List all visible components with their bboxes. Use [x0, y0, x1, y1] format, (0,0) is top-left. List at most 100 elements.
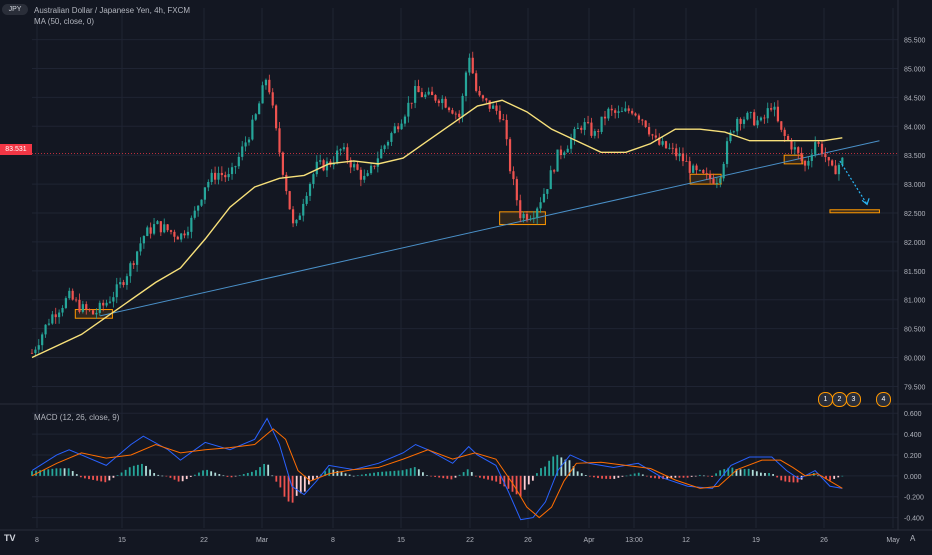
macd-histogram-bar [597, 475, 599, 479]
candle-body [610, 108, 613, 111]
ma-legend[interactable]: MA (50, close, 0) [34, 17, 95, 26]
macd-legend[interactable]: MACD (12, 26, close, 9) [34, 413, 120, 422]
candle-body [322, 160, 325, 171]
candle-body [336, 150, 339, 163]
candle-body [549, 170, 552, 190]
candle-body [475, 73, 478, 91]
time-tick-label: 8 [35, 537, 39, 544]
trendline-layer[interactable] [32, 140, 898, 317]
axis-layer: 85.500 85.000 84.500 84.000 83.500 83.000 82.5… [35, 38, 925, 544]
time-tick-label: 12 [682, 537, 690, 544]
candle-body [369, 165, 373, 174]
candle-body [275, 105, 278, 129]
macd-histogram-bar [698, 474, 701, 476]
event-badge-1[interactable]: 1 [818, 392, 833, 407]
candle-body [678, 153, 681, 157]
macd-histogram-bar [100, 475, 103, 482]
candle-body [620, 111, 624, 113]
candle-body [647, 127, 651, 135]
macd-histogram-bar [576, 471, 579, 476]
candle-body [800, 152, 803, 161]
macd-histogram-bar [654, 475, 656, 479]
auto-scale-button[interactable]: A [910, 534, 916, 543]
candle-body [203, 187, 207, 200]
tradingview-logo[interactable]: TV [4, 533, 16, 543]
macd-histogram-bar [527, 475, 530, 485]
event-badge-2[interactable]: 2 [832, 392, 847, 407]
macd-histogram-bar [116, 475, 119, 476]
symbol-badge[interactable]: JPY [2, 4, 28, 15]
candle-body [342, 147, 346, 150]
macd-histogram-bar [369, 473, 371, 476]
candle-body [641, 119, 644, 121]
candle-body [695, 165, 698, 171]
macd-histogram-bar [193, 474, 196, 476]
macd-histogram-bar [711, 475, 713, 478]
candle-body [308, 183, 312, 196]
candle-body [47, 323, 51, 325]
macd-histogram-bar [519, 475, 522, 497]
candle-body [563, 152, 566, 156]
signal-line [31, 428, 843, 519]
macd-histogram-bar [75, 474, 78, 476]
macd-histogram-bar [544, 466, 546, 476]
macd-histogram-bar [238, 475, 241, 476]
macd-histogram-bar [417, 469, 420, 476]
chart-title[interactable]: Australian Dollar / Japanese Yen, 4h, FX… [34, 6, 191, 15]
candle-body [278, 128, 281, 153]
macd-histogram-bar [438, 475, 441, 478]
candle-body [529, 218, 532, 220]
target-zone[interactable] [829, 209, 880, 214]
candle-body [417, 86, 420, 93]
candle-body [651, 134, 654, 136]
candle-body [661, 141, 664, 145]
candle-body [149, 227, 152, 234]
macd-histogram-bar [588, 475, 591, 477]
candle-body [180, 233, 183, 240]
macd-histogram-bar [185, 475, 188, 480]
candle-body [790, 140, 793, 150]
candle-body [102, 302, 105, 306]
macd-histogram-bar [206, 469, 208, 476]
macd-histogram-bar [96, 475, 99, 481]
forecast-arrowhead [861, 198, 870, 206]
candle-body [536, 208, 539, 218]
candle-body [546, 189, 549, 194]
candle-body [814, 142, 817, 155]
macd-histogram-bar [613, 475, 616, 479]
ascending-trendline[interactable] [99, 140, 880, 317]
macd-histogram-bar [645, 475, 648, 477]
support-box[interactable] [499, 211, 546, 226]
candle-body [715, 182, 718, 184]
macd-tick-label: -0.400 [904, 516, 924, 523]
event-badge-3[interactable]: 3 [846, 392, 861, 407]
candle-body [603, 116, 607, 119]
macd-histogram-bar [177, 475, 180, 482]
candle-body [654, 135, 657, 138]
macd-histogram-bar [352, 475, 355, 477]
macd-histogram-bar [161, 475, 164, 477]
event-badge-4[interactable]: 4 [876, 392, 891, 407]
annotation-layer[interactable] [829, 160, 880, 214]
forecast-arrow[interactable] [839, 160, 868, 205]
macd-histogram-bar [784, 475, 787, 482]
candle-body [705, 173, 708, 174]
candle-body [312, 174, 315, 184]
support-box[interactable] [783, 154, 804, 165]
candle-body [37, 345, 40, 350]
time-tick-label: 22 [200, 537, 208, 544]
macd-histogram-bar [584, 475, 587, 476]
price-tick-label: 83.500 [904, 153, 926, 160]
candle-body [139, 243, 142, 252]
candle-body [485, 98, 488, 101]
candle-body [441, 98, 444, 104]
price-tick-label: 85.500 [904, 38, 926, 45]
macd-histogram-bar [348, 474, 351, 476]
macd-histogram-bar [568, 460, 571, 476]
candle-body [281, 152, 284, 175]
macd-histogram-bar [120, 472, 123, 476]
macd-histogram-bar [189, 475, 192, 477]
macd-histogram-bar [401, 470, 404, 476]
